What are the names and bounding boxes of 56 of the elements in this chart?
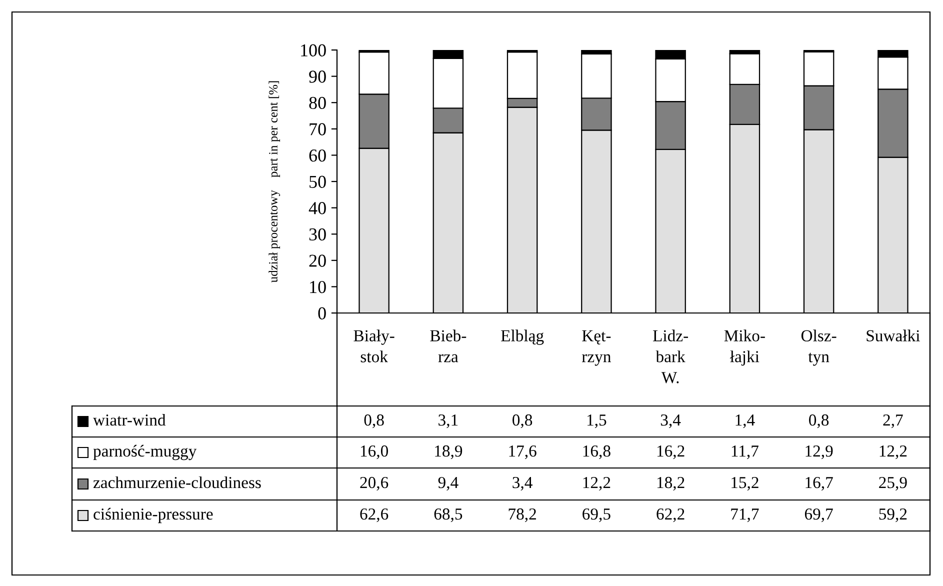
x-tick-label: Elbląg	[501, 330, 544, 345]
data-label: 15,2	[732, 476, 758, 491]
x-tick-label: Biały- stok	[354, 330, 394, 362]
y-tick-label: 60	[309, 149, 326, 162]
legend-label: parność-muggy	[93, 444, 197, 460]
y-tick-label: 20	[309, 254, 326, 267]
data-label: 0,8	[364, 414, 384, 428]
data-label: 12,2	[583, 476, 610, 491]
data-label: 18,9	[435, 445, 462, 460]
data-label: 62,2	[656, 508, 684, 522]
x-tick-label: Bieb- rza	[430, 330, 466, 362]
y-tick-label: 0	[318, 307, 326, 320]
data-label: 0,8	[512, 414, 532, 428]
data-label: 0,8	[809, 414, 829, 428]
data-label: 3,4	[512, 476, 532, 491]
y-tick-label: 100	[301, 44, 326, 56]
data-label: 71,7	[731, 508, 759, 522]
data-label: 16,2	[657, 445, 684, 460]
data-label: 12,2	[880, 445, 907, 460]
x-tick-label: Lidz- bark W.	[652, 330, 688, 384]
data-label: 25,9	[879, 476, 907, 491]
data-label: 69,7	[804, 508, 833, 522]
data-label: 16,0	[360, 445, 388, 460]
x-tick-label: Olsz- tyn	[801, 330, 836, 366]
data-label: 1,4	[736, 414, 755, 428]
data-label: 2,7	[883, 414, 903, 428]
x-tick-label: Suwałki	[866, 330, 920, 342]
y-axis-title: udział procentowy part in per cent [%]	[268, 81, 280, 283]
data-label: 11,7	[732, 446, 758, 460]
data-label: 3,4	[660, 414, 681, 428]
data-label: 16,7	[806, 476, 833, 491]
data-label: 62,6	[360, 508, 388, 522]
y-tick-label: 50	[310, 176, 326, 188]
legend-label: wiatr-wind	[93, 414, 166, 426]
y-tick-label: 30	[309, 228, 326, 241]
y-tick-label: 40	[308, 202, 326, 214]
y-tick-label: 80	[309, 96, 326, 110]
data-label: 69,5	[582, 508, 610, 522]
x-tick-label: Kęt- rzyn	[582, 330, 611, 366]
data-label: 68,5	[434, 508, 462, 522]
y-tick-label: 10	[310, 280, 326, 294]
data-label: 16,8	[583, 445, 610, 460]
x-tick-label: Miko- łajki	[724, 330, 765, 366]
data-label: 1,5	[587, 414, 606, 428]
y-tick-label: 70	[310, 123, 326, 136]
data-label: 17,6	[509, 445, 536, 460]
data-label: 18,2	[657, 476, 684, 491]
legend-label: ciśnienie-pressure	[94, 508, 213, 524]
data-label: 78,2	[508, 508, 536, 522]
data-label: 3,1	[438, 414, 458, 428]
data-label: 12,9	[806, 445, 833, 460]
y-tick-label: 90	[309, 70, 326, 83]
data-label: 9,4	[438, 476, 458, 491]
legend-label: zachmurzenie-cloudiness	[93, 476, 261, 488]
data-label: 59,2	[879, 508, 907, 522]
data-label: 20,6	[360, 476, 388, 491]
